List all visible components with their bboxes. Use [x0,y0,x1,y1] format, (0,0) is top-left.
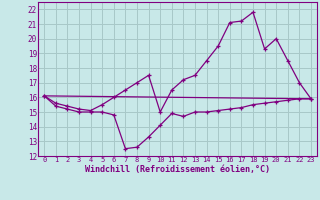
X-axis label: Windchill (Refroidissement éolien,°C): Windchill (Refroidissement éolien,°C) [85,165,270,174]
